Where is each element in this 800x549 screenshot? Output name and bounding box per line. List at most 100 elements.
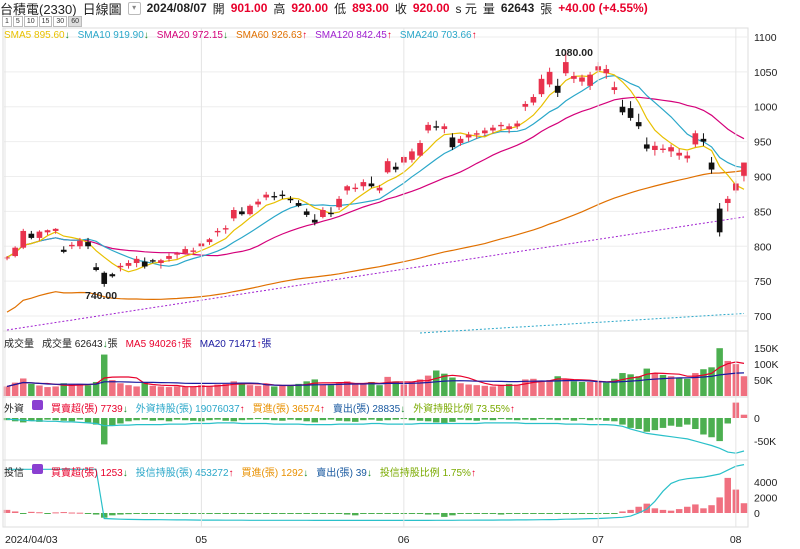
price-tick-label: 750 bbox=[754, 276, 772, 288]
candle-body bbox=[384, 161, 391, 173]
volume-bar bbox=[368, 381, 375, 396]
trust-net-bar bbox=[230, 513, 238, 514]
legend-item: 外資持股比例 73.55%↑ bbox=[413, 400, 515, 415]
foreign-net-bar bbox=[303, 418, 310, 422]
legend-item: SMA240 703.66↑ bbox=[400, 30, 477, 41]
trust-net-bar bbox=[562, 513, 570, 514]
trust-net-bar bbox=[206, 513, 213, 514]
foreign-net-bar bbox=[92, 418, 100, 425]
legend-label: SMA120 bbox=[315, 30, 357, 41]
candle-body bbox=[724, 198, 731, 204]
legend-label: 賣出(張) bbox=[332, 404, 373, 415]
candle-body bbox=[409, 151, 415, 160]
candle-body bbox=[546, 71, 553, 85]
candle-body bbox=[101, 272, 108, 284]
list-icon[interactable] bbox=[32, 464, 43, 474]
foreign-net-bar bbox=[481, 418, 489, 420]
trust-net-bar bbox=[3, 509, 11, 513]
candle-body bbox=[77, 240, 83, 247]
interval-dropdown-icon[interactable]: ▾ bbox=[127, 1, 141, 15]
legend-item: 買進(張) 36574↑ bbox=[253, 400, 325, 415]
candle-body bbox=[587, 74, 593, 86]
foreign-net-bar bbox=[190, 418, 197, 421]
trend-arrow-icon: ↓ bbox=[400, 404, 406, 415]
foreign-net-bar bbox=[449, 418, 456, 422]
candle-body bbox=[619, 106, 626, 113]
period-button[interactable]: 15 bbox=[38, 16, 53, 27]
foreign-net-bar bbox=[230, 418, 238, 422]
foreign-net-bar bbox=[173, 418, 181, 420]
volume-bar bbox=[287, 385, 294, 396]
candle-body bbox=[271, 196, 278, 198]
legend-title: 外資 bbox=[4, 404, 24, 415]
trust-net-bar bbox=[692, 504, 699, 513]
volume-bar bbox=[473, 385, 480, 396]
foreign-net-bar bbox=[109, 418, 116, 426]
legend-label: 成交量 bbox=[42, 339, 75, 350]
volume-bar bbox=[716, 348, 723, 396]
candle-body bbox=[85, 242, 91, 247]
period-button[interactable]: 5 bbox=[12, 16, 23, 27]
candle-body bbox=[700, 138, 707, 142]
stock-name[interactable]: 台積電(2330) bbox=[0, 1, 77, 17]
candle-body bbox=[344, 186, 350, 191]
foreign-net-bar bbox=[84, 418, 92, 423]
sma60-line bbox=[6, 169, 745, 313]
foreign-net-bar bbox=[513, 418, 521, 421]
panel-frame bbox=[2, 459, 749, 528]
trust-net-bar bbox=[295, 513, 302, 514]
legend-value: 895.60 bbox=[34, 30, 65, 41]
volume-bar bbox=[335, 382, 343, 396]
foreign-net-bar bbox=[441, 418, 448, 423]
legend-item: MA20 71471↑張 bbox=[200, 335, 272, 350]
trust-net-bar bbox=[190, 513, 197, 514]
volume-bar bbox=[619, 373, 626, 396]
x-tick-label: 08 bbox=[730, 534, 742, 546]
trust-net-bar bbox=[675, 509, 683, 513]
candle-body bbox=[538, 78, 545, 95]
volume-bar bbox=[546, 380, 553, 396]
period-button[interactable]: 10 bbox=[23, 16, 38, 27]
trust-net-bar bbox=[117, 513, 124, 515]
foreign-net-bar bbox=[133, 418, 140, 421]
trust-net-bar bbox=[497, 513, 505, 515]
trust-net-bar bbox=[149, 513, 157, 514]
legend-item: 外資持股(張) 19076037↑ bbox=[136, 400, 245, 415]
foreign-net-bar bbox=[473, 418, 480, 421]
high-annotation: 1080.00 bbox=[555, 47, 593, 59]
candle-body bbox=[635, 122, 642, 127]
list-icon[interactable] bbox=[32, 400, 43, 410]
legend-item: MA5 94026↑張 bbox=[126, 335, 192, 350]
trend-arrow-icon: ↑ bbox=[319, 404, 325, 415]
low-label: 低 bbox=[334, 1, 347, 16]
volume-bar bbox=[271, 386, 278, 396]
volume-bar bbox=[238, 383, 246, 396]
interval-label[interactable]: 日線圖 bbox=[82, 1, 122, 17]
candle-body bbox=[603, 69, 610, 74]
sma120-line bbox=[6, 216, 745, 331]
trust-net-bar bbox=[578, 513, 586, 514]
foreign-net-bar bbox=[222, 418, 229, 421]
trust-net-bar bbox=[319, 513, 327, 514]
volume-bar bbox=[20, 378, 27, 396]
legend-value: 36574 bbox=[292, 404, 320, 415]
period-button[interactable]: 60 bbox=[68, 16, 82, 27]
period-button[interactable]: 30 bbox=[53, 16, 68, 27]
trust-net-bar bbox=[449, 513, 456, 516]
volume-bar bbox=[222, 383, 229, 396]
trust-net-bar bbox=[611, 513, 618, 514]
trust-net-bar bbox=[20, 513, 27, 514]
period-button[interactable]: 1 bbox=[2, 16, 12, 27]
candle-body bbox=[684, 155, 691, 159]
trend-arrow-icon: ↓ bbox=[122, 468, 128, 479]
legend-value: 453272 bbox=[195, 468, 229, 479]
foreign-net-bar bbox=[125, 418, 132, 422]
volume-bar bbox=[60, 383, 67, 396]
legend-item: 賣出(張) 39↓ bbox=[316, 464, 372, 479]
volume-bar bbox=[52, 386, 59, 396]
foreign-net-bar bbox=[578, 418, 586, 420]
trust-net-bar bbox=[432, 513, 440, 515]
volume-bar bbox=[84, 385, 92, 396]
candle-body bbox=[263, 194, 270, 198]
